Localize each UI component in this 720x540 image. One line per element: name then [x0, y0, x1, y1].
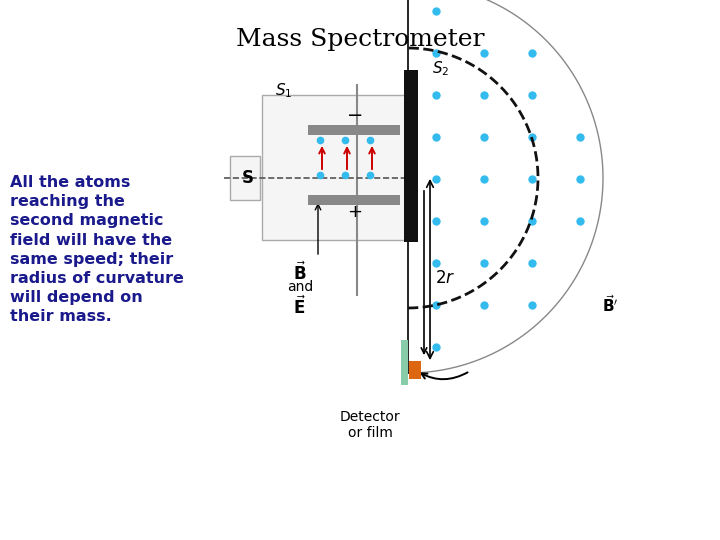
Text: and: and — [287, 280, 313, 294]
Text: $\vec{\mathbf{B}}'$: $\vec{\mathbf{B}}'$ — [602, 294, 618, 315]
Bar — [308, 195, 400, 205]
Bar — [409, 361, 421, 379]
Bar — [262, 95, 410, 240]
Text: $S_1$: $S_1$ — [275, 82, 292, 100]
Text: $S_2$: $S_2$ — [432, 59, 449, 78]
Bar — [230, 156, 260, 200]
Text: Detector
or film: Detector or film — [340, 410, 400, 440]
Text: Mass Spectrometer: Mass Spectrometer — [235, 28, 485, 51]
Text: $2r$: $2r$ — [435, 269, 455, 287]
Text: All the atoms
reaching the
second magnetic
field will have the
same speed; their: All the atoms reaching the second magnet… — [10, 175, 184, 325]
Text: $\vec{\mathbf{B}}$: $\vec{\mathbf{B}}$ — [293, 262, 307, 285]
Text: S: S — [242, 169, 254, 187]
Text: $\vec{\mathbf{E}}$: $\vec{\mathbf{E}}$ — [293, 296, 307, 319]
Text: +: + — [348, 203, 362, 221]
Bar — [401, 340, 408, 385]
Text: −: − — [347, 106, 363, 125]
Bar — [404, 70, 418, 158]
Bar — [404, 128, 418, 238]
Bar — [308, 125, 400, 135]
Bar — [404, 205, 418, 242]
